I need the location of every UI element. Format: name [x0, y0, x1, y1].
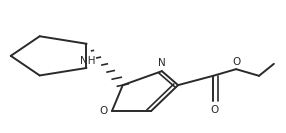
- Text: O: O: [100, 106, 108, 116]
- Text: N: N: [158, 57, 166, 68]
- Text: O: O: [210, 105, 219, 115]
- Text: O: O: [232, 57, 240, 67]
- Text: NH: NH: [80, 56, 96, 66]
